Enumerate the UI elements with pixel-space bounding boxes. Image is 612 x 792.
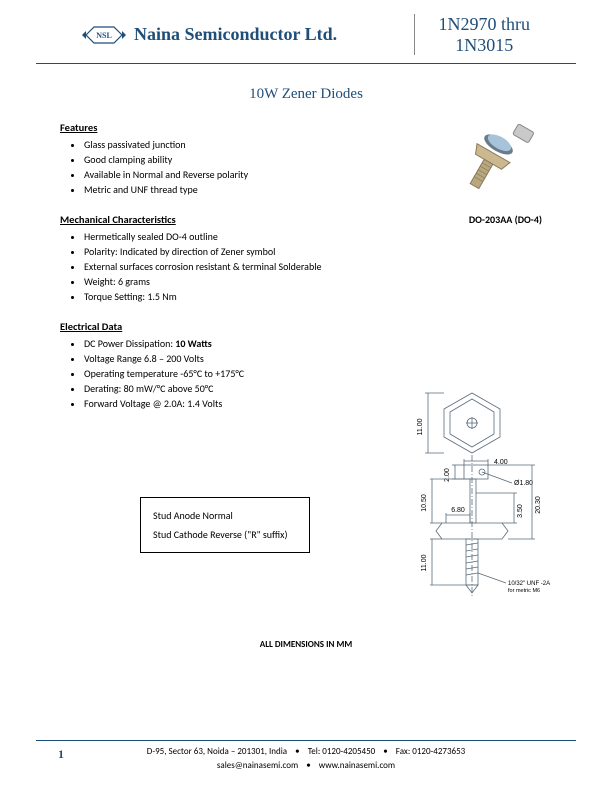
polarity-box: Stud Anode Normal Stud Cathode Reverse (… bbox=[140, 497, 310, 553]
footer-line-1: D-95, Sector 63, Noida – 201301, India •… bbox=[36, 745, 576, 759]
package-caption: DO-203AA (DO-4) bbox=[469, 213, 542, 226]
list-item: Operating temperature -65°C to +175°C bbox=[84, 366, 552, 381]
dimension-drawing: 11.00 4.00 2.00 bbox=[382, 387, 562, 617]
footer: 1 D-95, Sector 63, Noida – 201301, India… bbox=[36, 740, 576, 772]
footer-tel: Tel: 0120-4205450 bbox=[308, 746, 376, 757]
page-number: 1 bbox=[58, 745, 64, 763]
svg-text:for metric M6: for metric M6 bbox=[508, 588, 540, 594]
company-name: Naina Semiconductor Ltd. bbox=[134, 24, 337, 45]
range-line-2: 1N3015 bbox=[439, 35, 531, 56]
footer-fax: Fax: 0120-4273653 bbox=[396, 746, 465, 757]
range-line-1: 1N2970 thru bbox=[439, 14, 531, 35]
footer-web: www.nainasemi.com bbox=[319, 760, 395, 771]
list-item: Torque Setting: 1.5 Nm bbox=[84, 289, 552, 304]
polarity-line-2: Stud Cathode Reverse ("R" suffix) bbox=[153, 525, 297, 544]
list-item: Voltage Range 6.8 – 200 Volts bbox=[84, 351, 552, 366]
dimensions-note: ALL DIMENSIONS IN MM bbox=[0, 639, 612, 650]
svg-text:6.80: 6.80 bbox=[451, 507, 465, 514]
footer-address: D-95, Sector 63, Noida – 201301, India bbox=[147, 746, 287, 757]
list-item: Weight: 6 grams bbox=[84, 274, 552, 289]
svg-text:NSL: NSL bbox=[96, 31, 112, 40]
mechanical-list: Hermetically sealed DO-4 outline Polarit… bbox=[60, 229, 552, 304]
page-title: 10W Zener Diodes bbox=[0, 86, 612, 103]
svg-text:11.00: 11.00 bbox=[421, 555, 428, 572]
polarity-line-1: Stud Anode Normal bbox=[153, 506, 297, 525]
package-photo bbox=[448, 109, 538, 199]
svg-text:20.30: 20.30 bbox=[535, 497, 542, 515]
svg-text:11.00: 11.00 bbox=[417, 419, 424, 436]
nsl-logo-icon: NSL bbox=[82, 25, 126, 45]
svg-text:Ø1.80: Ø1.80 bbox=[514, 480, 533, 487]
bullet-icon: • bbox=[383, 746, 387, 757]
list-item: Polarity: Indicated by direction of Zene… bbox=[84, 244, 552, 259]
list-item: DC Power Dissipation: 10 Watts bbox=[84, 336, 552, 351]
logo-block: NSL Naina Semiconductor Ltd. bbox=[82, 24, 337, 45]
footer-email: sales@nainasemi.com bbox=[217, 760, 298, 771]
bullet-icon: • bbox=[295, 746, 299, 757]
svg-text:2.00: 2.00 bbox=[444, 468, 451, 482]
svg-text:3.50: 3.50 bbox=[517, 504, 524, 518]
svg-text:10/32" UNF -2A: 10/32" UNF -2A bbox=[508, 581, 550, 587]
content: DO-203AA (DO-4) Features Glass passivate… bbox=[0, 103, 612, 411]
footer-line-2: sales@nainasemi.com • www.nainasemi.com bbox=[36, 759, 576, 773]
bullet-icon: • bbox=[306, 760, 310, 771]
part-number-range: 1N2970 thru 1N3015 bbox=[414, 14, 531, 55]
list-item: Hermetically sealed DO-4 outline bbox=[84, 229, 552, 244]
header: NSL Naina Semiconductor Ltd. 1N2970 thru… bbox=[36, 0, 576, 64]
electrical-heading: Electrical Data bbox=[60, 320, 552, 333]
svg-text:10.50: 10.50 bbox=[421, 495, 428, 513]
list-item: External surfaces corrosion resistant & … bbox=[84, 259, 552, 274]
